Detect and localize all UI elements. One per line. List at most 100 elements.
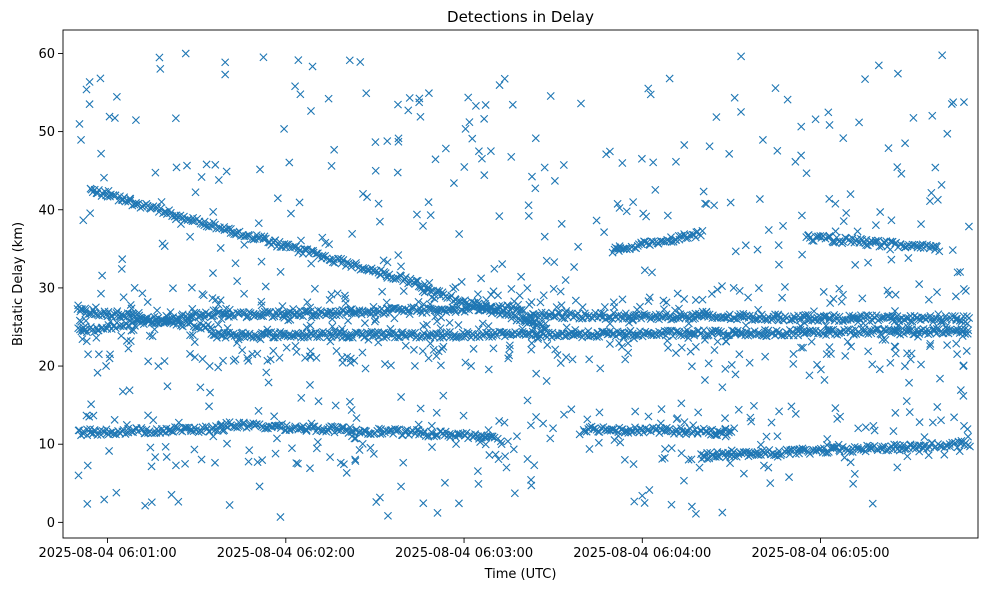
- data-point: [524, 211, 533, 220]
- data-point: [532, 413, 541, 421]
- data-point: [592, 216, 601, 225]
- data-point: [933, 195, 942, 204]
- data-point: [93, 368, 102, 377]
- data-point: [761, 352, 770, 361]
- data-point: [117, 264, 126, 273]
- data-point: [318, 251, 327, 260]
- data-point: [652, 331, 661, 340]
- data-point: [730, 93, 739, 102]
- data-point: [696, 231, 705, 240]
- data-point: [200, 221, 209, 230]
- data-point: [291, 82, 300, 91]
- data-point: [730, 424, 739, 433]
- data-point: [838, 239, 847, 248]
- data-point: [667, 444, 676, 453]
- data-point: [497, 440, 506, 449]
- data-point: [851, 260, 860, 269]
- data-point: [211, 295, 220, 304]
- data-point: [527, 345, 536, 354]
- chart-title: Detections in Delay: [447, 8, 594, 26]
- data-point: [87, 400, 96, 409]
- data-point: [79, 216, 88, 225]
- data-point: [925, 197, 934, 206]
- data-point: [849, 330, 858, 339]
- data-point: [700, 376, 709, 385]
- data-point: [318, 427, 327, 436]
- data-point: [586, 331, 595, 340]
- data-point: [262, 368, 271, 377]
- data-point: [190, 445, 199, 454]
- data-point: [764, 226, 773, 235]
- data-point: [687, 502, 696, 511]
- data-point: [269, 346, 278, 355]
- data-point: [502, 463, 511, 472]
- data-point: [424, 283, 433, 292]
- data-point: [483, 328, 492, 337]
- data-point: [105, 446, 114, 455]
- data-point: [933, 402, 942, 411]
- data-point: [442, 328, 451, 337]
- data-point: [205, 362, 214, 371]
- data-point: [371, 310, 380, 319]
- data-point: [534, 333, 543, 342]
- data-point: [344, 316, 352, 325]
- data-point: [748, 449, 757, 458]
- data-point: [718, 508, 727, 517]
- data-point: [436, 361, 445, 370]
- data-point: [953, 350, 962, 359]
- data-point: [465, 118, 474, 127]
- data-point: [92, 333, 101, 342]
- data-point: [364, 429, 373, 438]
- data-point: [182, 423, 191, 432]
- data-point: [843, 337, 852, 346]
- data-point: [694, 408, 703, 417]
- data-point: [454, 431, 463, 440]
- data-point: [82, 411, 91, 420]
- data-point: [820, 375, 829, 384]
- data-point: [608, 330, 617, 339]
- data-point: [617, 342, 626, 351]
- data-point: [181, 49, 190, 58]
- data-point: [353, 329, 362, 338]
- data-point: [197, 173, 206, 181]
- data-point: [276, 267, 285, 276]
- data-point: [609, 425, 618, 434]
- data-point: [903, 452, 912, 461]
- data-point: [326, 337, 335, 346]
- data-point: [791, 409, 800, 418]
- data-point: [711, 326, 720, 335]
- data-point: [296, 90, 305, 99]
- data-point: [624, 339, 633, 348]
- data-point: [655, 310, 664, 319]
- data-point: [576, 99, 585, 108]
- data-point: [616, 438, 625, 447]
- data-point: [926, 339, 935, 348]
- data-point: [257, 301, 266, 310]
- data-point: [831, 199, 840, 208]
- data-point: [422, 320, 431, 329]
- data-point: [505, 341, 514, 350]
- data-point: [316, 426, 325, 435]
- data-point: [488, 432, 497, 441]
- data-point: [764, 463, 773, 472]
- data-point: [346, 423, 355, 432]
- data-point: [401, 341, 410, 350]
- data-point: [850, 469, 859, 478]
- data-point: [451, 283, 460, 292]
- data-point: [640, 266, 649, 275]
- data-point: [809, 307, 818, 316]
- data-point: [884, 144, 893, 153]
- data-point: [813, 360, 822, 369]
- data-point: [805, 371, 814, 380]
- data-point: [162, 452, 171, 461]
- data-point: [937, 317, 946, 326]
- data-point: [90, 308, 99, 317]
- data-point: [314, 306, 323, 315]
- data-point: [381, 360, 389, 369]
- data-point: [622, 207, 631, 216]
- data-point: [508, 100, 517, 109]
- data-point: [959, 362, 968, 371]
- data-point: [433, 286, 442, 295]
- data-point: [904, 326, 913, 335]
- data-point: [797, 122, 806, 131]
